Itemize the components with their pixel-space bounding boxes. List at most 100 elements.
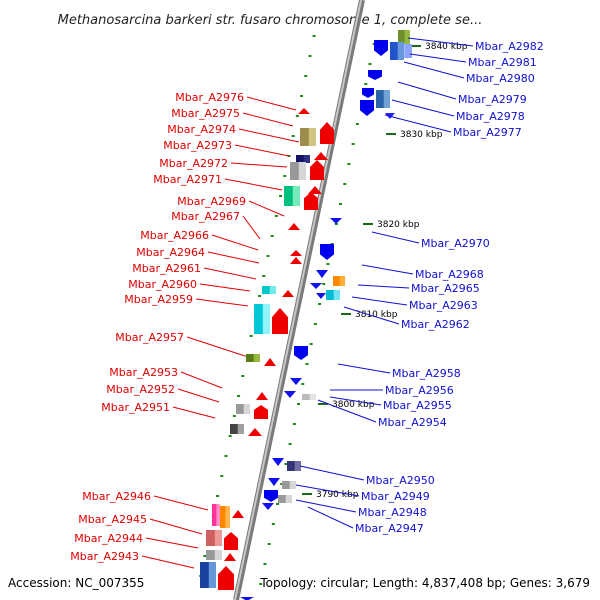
scale-label: 3840 kbp — [425, 42, 468, 52]
gene-label-mbar_a2977[interactable]: Mbar_A2977 — [453, 126, 522, 139]
gene-label-mbar_a2968[interactable]: Mbar_A2968 — [415, 268, 484, 281]
right-label-leader — [407, 37, 474, 47]
gene-label-mbar_a2967[interactable]: Mbar_A2967 — [171, 210, 240, 223]
tick-mark-right — [301, 383, 305, 385]
scale-label: 3810 kbp — [355, 310, 398, 320]
tick-mark-left — [308, 55, 312, 57]
reverse-gene-marker — [330, 218, 342, 224]
gene-block — [236, 404, 250, 414]
tick-mark-right — [271, 523, 275, 525]
gene-label-mbar_a2966[interactable]: Mbar_A2966 — [140, 229, 209, 242]
gene-label-mbar_a2964[interactable]: Mbar_A2964 — [136, 246, 205, 259]
forward-gene-marker — [298, 108, 310, 114]
gene-block-shade — [253, 354, 260, 362]
tick-mark-right — [259, 583, 263, 585]
gene-label-mbar_a2957[interactable]: Mbar_A2957 — [115, 331, 184, 344]
reverse-gene-arrow — [294, 346, 308, 360]
gene-label-mbar_a2980[interactable]: Mbar_A2980 — [466, 72, 535, 85]
gene-label-mbar_a2982[interactable]: Mbar_A2982 — [475, 40, 544, 53]
scale-label: 3790 kbp — [316, 490, 359, 500]
gene-label-mbar_a2970[interactable]: Mbar_A2970 — [421, 237, 490, 250]
gene-label-mbar_a2961[interactable]: Mbar_A2961 — [132, 262, 201, 275]
gene-label-mbar_a2949[interactable]: Mbar_A2949 — [361, 490, 430, 503]
gene-label-mbar_a2974[interactable]: Mbar_A2974 — [167, 123, 236, 136]
gene-label-mbar_a2956[interactable]: Mbar_A2956 — [385, 384, 454, 397]
forward-gene-marker — [290, 250, 302, 256]
left-label-leader — [195, 298, 249, 307]
gene-label-mbar_a2978[interactable]: Mbar_A2978 — [456, 110, 525, 123]
right-label-leader — [397, 81, 457, 100]
reverse-gene-marker — [290, 378, 302, 385]
tick-mark-left — [241, 375, 245, 377]
gene-label-mbar_a2947[interactable]: Mbar_A2947 — [355, 522, 424, 535]
gene-label-mbar_a2955[interactable]: Mbar_A2955 — [383, 399, 452, 412]
tick-mark-left — [203, 555, 207, 557]
gene-label-mbar_a2962[interactable]: Mbar_A2962 — [401, 318, 470, 331]
reverse-gene-marker — [310, 283, 322, 289]
tick-mark-left — [249, 335, 253, 337]
gene-label-mbar_a2965[interactable]: Mbar_A2965 — [411, 282, 480, 295]
gene-label-mbar_a2943[interactable]: Mbar_A2943 — [70, 550, 139, 563]
gene-label-mbar_a2950[interactable]: Mbar_A2950 — [366, 474, 435, 487]
tick-mark-left — [232, 415, 236, 417]
gene-label-mbar_a2954[interactable]: Mbar_A2954 — [378, 416, 447, 429]
gene-label-mbar_a2959[interactable]: Mbar_A2959 — [124, 293, 193, 306]
scale-label: 3820 kbp — [377, 220, 420, 230]
gene-label-mbar_a2973[interactable]: Mbar_A2973 — [163, 139, 232, 152]
gene-block — [287, 461, 301, 471]
gene-block-shade — [298, 162, 306, 180]
tick-mark-left — [279, 195, 283, 197]
gene-block-shade — [214, 530, 222, 546]
reverse-gene-arrow — [360, 100, 374, 116]
gene-label-mbar_a2952[interactable]: Mbar_A2952 — [106, 383, 175, 396]
gene-label-mbar_a2979[interactable]: Mbar_A2979 — [458, 93, 527, 106]
gene-label-mbar_a2969[interactable]: Mbar_A2969 — [177, 195, 246, 208]
scale-labels: 3840 kbp 3830 kbp 3820 kbp 3810 kbp 3800 kbp… — [302, 42, 468, 500]
gene-label-mbar_a2958[interactable]: Mbar_A2958 — [392, 367, 461, 380]
gene-label-mbar_a2972[interactable]: Mbar_A2972 — [159, 157, 228, 170]
tick-mark-right — [339, 203, 343, 205]
left-gene-labels: Mbar_A2976 Mbar_A2975 Mbar_A2974 Mbar_A2973… — [70, 91, 300, 569]
reverse-gene-marker — [240, 597, 254, 600]
left-label-leader — [248, 200, 285, 217]
tick-mark-left — [258, 295, 262, 297]
gene-block — [262, 286, 276, 294]
gene-block-shade — [308, 128, 316, 146]
left-label-leader — [199, 283, 251, 292]
forward-gene-arrow — [310, 160, 324, 180]
left-label-leader — [203, 267, 257, 280]
tick-mark-left — [291, 135, 295, 137]
gene-label-mbar_a2981[interactable]: Mbar_A2981 — [468, 56, 537, 69]
forward-gene-marker — [308, 186, 322, 194]
gene-label-mbar_a2963[interactable]: Mbar_A2963 — [409, 299, 478, 312]
gene-block — [296, 155, 310, 163]
left-label-leader — [246, 96, 297, 111]
tick-mark-right — [322, 283, 326, 285]
tick-mark-left — [312, 35, 316, 37]
gene-label-mbar_a2975[interactable]: Mbar_A2975 — [171, 107, 240, 120]
gene-block-shade — [225, 506, 230, 528]
right-label-leader — [384, 114, 452, 133]
reverse-gene-marker — [316, 293, 326, 299]
forward-gene-marker — [248, 428, 262, 436]
gene-label-mbar_a2948[interactable]: Mbar_A2948 — [358, 506, 427, 519]
tick-mark-right — [351, 143, 355, 145]
gene-label-mbar_a2960[interactable]: Mbar_A2960 — [128, 278, 197, 291]
gene-label-mbar_a2946[interactable]: Mbar_A2946 — [82, 490, 151, 503]
gene-label-mbar_a2951[interactable]: Mbar_A2951 — [101, 401, 170, 414]
gene-block — [326, 290, 340, 300]
forward-gene-marker — [256, 392, 268, 400]
gene-block — [333, 276, 345, 286]
gene-block-shade — [339, 276, 345, 286]
left-label-leader — [242, 215, 261, 240]
forward-gene-arrow — [254, 405, 268, 419]
gene-label-mbar_a2944[interactable]: Mbar_A2944 — [74, 532, 143, 545]
tick-mark-right — [284, 463, 288, 465]
gene-label-mbar_a2953[interactable]: Mbar_A2953 — [109, 366, 178, 379]
reverse-gene-marker — [316, 270, 328, 278]
gene-label-mbar_a2945[interactable]: Mbar_A2945 — [78, 513, 147, 526]
gene-label-mbar_a2976[interactable]: Mbar_A2976 — [175, 91, 244, 104]
gene-label-mbar_a2971[interactable]: Mbar_A2971 — [153, 173, 222, 186]
topology-summary-text: Topology: circular; Length: 4,837,408 bp… — [259, 576, 590, 590]
forward-gene-arrow — [218, 566, 234, 590]
